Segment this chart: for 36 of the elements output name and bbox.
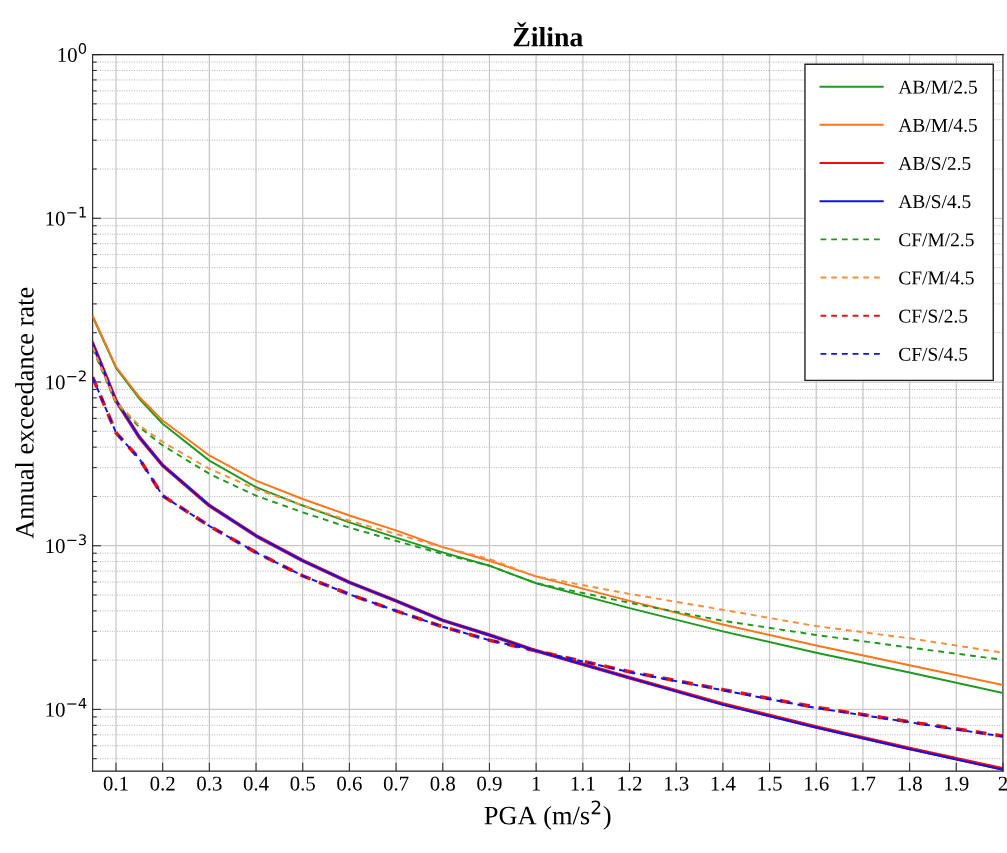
legend-label: AB/M/4.5 [898,118,977,132]
y-tick-label: 10$^{−2}$ [46,370,86,390]
x-tick-label: 0.1 [103,776,128,791]
x-tick-label: 0.6 [337,776,362,791]
x-tick-label: 1 [532,776,541,791]
x-tick-label: 0.7 [383,776,409,791]
legend-label: CF/M/4.5 [899,271,974,285]
x-tick-label: 0.9 [477,776,502,791]
x-tick-label: 1.3 [665,776,689,791]
x-tick-label: 1.4 [711,776,736,791]
y-tick-label: 10$^{−1}$ [46,206,86,226]
x-tick-label: 0.2 [150,776,175,791]
legend-label: CF/S/4.5 [899,347,968,361]
x-tick-label: 0.8 [430,776,455,791]
y-axis-title: Annual exceedance rate [15,287,34,539]
x-tick-label: 1.8 [898,776,922,791]
legend-label: AB/M/2.5 [898,80,977,94]
x-tick-label: 1.9 [945,776,969,791]
x-tick-label: 0.5 [290,776,315,791]
x-tick-label: 1.6 [805,776,829,791]
x-tick-label: 1.1 [571,776,595,791]
x-tick-label: 0.4 [243,776,269,791]
x-axis-title: PGA (m/s$^{2}$) [484,800,611,830]
legend-label: AB/S/4.5 [898,195,971,209]
y-tick-label: 10$^{−4}$ [46,697,87,717]
x-tick-label: 2 [998,776,1007,791]
x-tick-label: 0.3 [197,776,222,791]
legend-label: AB/S/2.5 [898,156,971,171]
legend-label: CF/M/2.5 [899,233,974,247]
y-tick-label: 10$^{0}$ [58,43,87,62]
x-tick-label: 1.5 [758,776,782,791]
y-tick-label: 10$^{−3}$ [46,534,87,554]
legend-label: CF/S/2.5 [899,309,968,323]
x-tick-label: 1.2 [618,776,642,791]
x-tick-label: 1.7 [851,776,876,791]
chart-title: Žilina [513,22,583,47]
